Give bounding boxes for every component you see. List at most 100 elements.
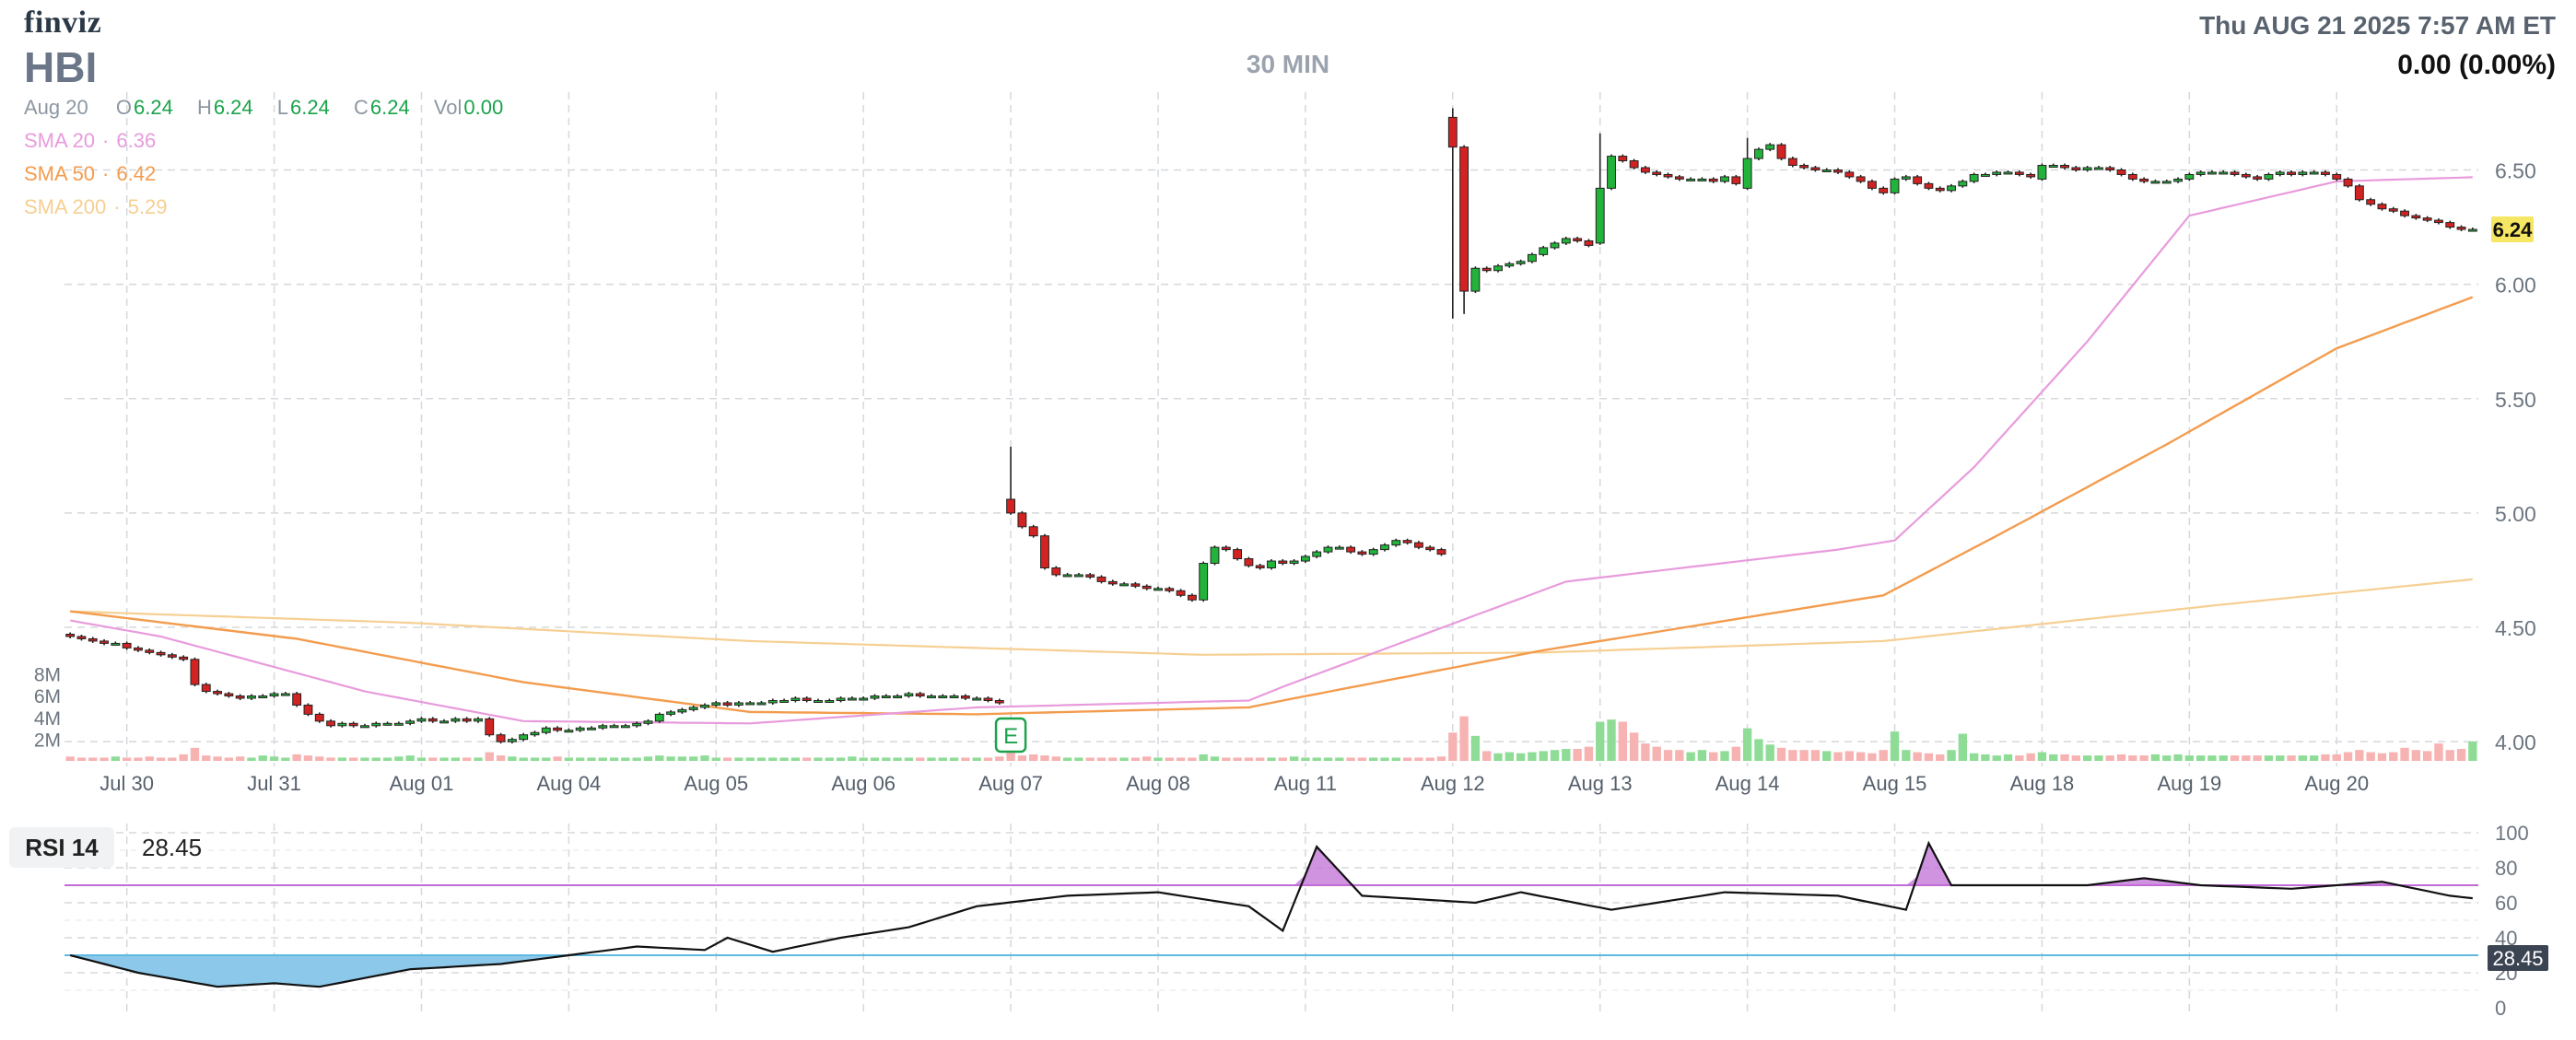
candle-body <box>100 640 109 644</box>
x-tick-label: Aug 14 <box>1715 772 1780 795</box>
sma50-line <box>70 296 2474 716</box>
candle <box>1085 572 1095 579</box>
price-tick-label: 4.50 <box>2495 616 2536 640</box>
candle <box>1413 541 1423 550</box>
volume-bar <box>2150 754 2160 761</box>
sma200-legend[interactable]: SMA 200 · 5.29 <box>24 195 168 218</box>
candle <box>1742 137 1752 191</box>
candle <box>111 641 121 646</box>
candle <box>870 694 880 700</box>
volume-bar <box>1402 757 1412 761</box>
volume-bar <box>2377 753 2387 761</box>
candle <box>314 712 324 723</box>
volume-bar <box>76 757 87 761</box>
volume-bar <box>870 757 880 761</box>
low-label: L <box>276 96 289 119</box>
candle-body <box>960 695 970 699</box>
candle <box>1595 133 1605 245</box>
volume-bar <box>1641 743 1650 761</box>
volume-bar <box>1754 739 1763 761</box>
candle <box>405 719 416 726</box>
candle-body <box>134 647 143 651</box>
sma20-legend[interactable]: SMA 20 · 6.36 <box>24 129 157 152</box>
candle <box>609 723 619 729</box>
candle-body <box>2195 171 2206 175</box>
candle-body <box>1958 181 1968 187</box>
candle-body <box>598 725 608 729</box>
candle <box>1073 572 1083 578</box>
candle <box>1663 172 1673 179</box>
volume-bar <box>745 757 755 761</box>
volume-bar <box>2411 750 2421 761</box>
volume-bar <box>2434 743 2443 761</box>
candle-body <box>1187 594 1197 601</box>
candle <box>802 696 812 703</box>
volume-bar <box>995 756 1004 761</box>
volume-bar <box>2422 751 2432 761</box>
candle <box>632 721 642 728</box>
volume-bar <box>2287 755 2296 761</box>
candle <box>1017 510 1027 529</box>
candle-body <box>666 711 676 715</box>
candle-body <box>2026 173 2036 178</box>
candle-body <box>1527 253 1537 263</box>
candle <box>2332 172 2342 181</box>
volume-bar <box>1051 756 1060 761</box>
candle <box>1244 556 1254 567</box>
candle <box>700 703 709 709</box>
candle-body <box>1130 583 1141 587</box>
volume-bar <box>1618 721 1627 761</box>
candle-body <box>553 727 562 731</box>
candle-body <box>1856 176 1866 182</box>
volume-bar <box>1493 753 1503 761</box>
candle <box>1130 581 1141 589</box>
candle <box>825 698 835 703</box>
candle-body <box>1278 560 1288 565</box>
volume-bar <box>235 756 245 761</box>
candle <box>1652 169 1662 177</box>
volume-bar <box>2094 755 2103 761</box>
candle <box>2422 216 2432 223</box>
volume-bar <box>2049 754 2058 761</box>
volume-bar <box>1210 756 1220 761</box>
volume-bar <box>983 757 993 761</box>
last-price-label: 6.24 <box>2493 218 2534 241</box>
candle-body <box>1765 144 1775 150</box>
price-tick-label: 5.50 <box>2495 388 2536 412</box>
candle-body <box>88 637 98 642</box>
volume-bar <box>1697 750 1707 761</box>
candle <box>2037 163 2047 181</box>
rsi-badge[interactable]: RSI 14 <box>9 827 114 868</box>
candle <box>439 719 449 724</box>
candle <box>2298 169 2308 177</box>
finviz-logo[interactable]: finviz <box>24 6 102 40</box>
candle <box>1539 245 1549 257</box>
rsi-tick-label: 80 <box>2495 857 2517 880</box>
candle <box>1844 169 1855 179</box>
volume-bar <box>1550 750 1560 761</box>
volume-bar <box>621 757 630 761</box>
candle <box>1221 545 1231 552</box>
volume-bar <box>2343 752 2353 761</box>
candle <box>2275 169 2285 177</box>
candle-body <box>1890 178 1900 193</box>
volume-bar <box>836 757 846 761</box>
candle <box>416 717 427 723</box>
volume-bar <box>508 756 517 761</box>
candle-body <box>405 720 416 724</box>
candle <box>496 732 506 744</box>
rsi-last-tag <box>2488 944 2548 971</box>
candle-body <box>269 693 279 697</box>
candle <box>1958 179 1968 188</box>
candle <box>2060 163 2069 169</box>
volume-bar <box>1528 752 1537 761</box>
candle-body <box>1550 242 1560 249</box>
candle-body <box>1595 187 1605 244</box>
volume-bar <box>326 757 335 761</box>
candle <box>949 694 959 699</box>
candle <box>2253 174 2263 181</box>
sma50-legend[interactable]: SMA 50 · 6.42 <box>24 162 157 185</box>
x-tick-label: Aug 05 <box>684 772 748 795</box>
candle <box>1833 168 1843 174</box>
